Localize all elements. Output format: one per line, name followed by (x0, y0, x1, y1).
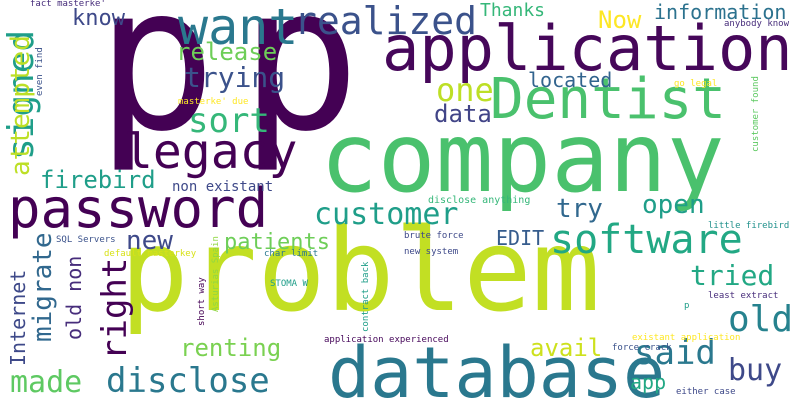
word: existant application (632, 334, 740, 343)
word: force crack (612, 344, 672, 353)
word: brute force (404, 232, 464, 241)
word: migrate (30, 232, 56, 342)
word: anybody know (724, 20, 789, 29)
word: fact masterke' (30, 0, 106, 9)
word: non existant (172, 180, 273, 194)
word: buy (728, 356, 782, 386)
word: contract back (362, 262, 371, 332)
word: realized (294, 2, 477, 40)
word: attempted (8, 35, 34, 176)
word: open (642, 192, 705, 218)
word: new system (404, 248, 458, 257)
word: know (72, 8, 125, 30)
word: Now (598, 8, 641, 32)
word: disclose (106, 364, 270, 398)
word: customer found (752, 76, 761, 152)
word: located (528, 70, 612, 90)
word: go legal (674, 80, 717, 89)
word: short way (198, 277, 207, 326)
word: made (10, 368, 82, 398)
word: EDIT (496, 228, 544, 248)
word: SQL Servers (56, 236, 116, 245)
word: avail (530, 336, 602, 360)
word: default masterkey (104, 250, 196, 259)
word: STOMA W (270, 280, 308, 289)
word: one (436, 74, 494, 106)
word: application experienced (324, 336, 449, 345)
word: Asturias Spain (212, 236, 221, 312)
word: firebird (40, 168, 156, 192)
word: least extract (708, 292, 778, 301)
word: masterke' due (178, 98, 248, 107)
word: tried (690, 262, 774, 290)
word: release (176, 40, 277, 64)
word: Thanks (480, 2, 545, 20)
word: old non (64, 256, 84, 340)
word: p (684, 302, 689, 311)
word: trying (184, 64, 285, 92)
word: renting (180, 336, 281, 360)
word: right (98, 258, 132, 360)
word: app (630, 372, 666, 392)
word: disclose anything (428, 196, 530, 206)
word: even find (36, 47, 45, 96)
word: sort (188, 104, 270, 138)
word: char limit (264, 250, 318, 259)
word: little firebird (708, 222, 789, 231)
word: either case (676, 388, 736, 397)
word: Internet (8, 270, 28, 366)
word: try (556, 196, 603, 222)
